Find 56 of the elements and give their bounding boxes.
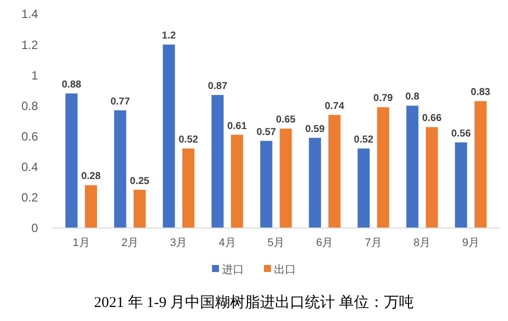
data-label: 0.66 [422,113,442,124]
data-label: 0.56 [451,128,472,140]
x-tick-label: 2月 [121,237,138,249]
y-tick-label: 0 [31,221,38,236]
y-tick-label: 0.8 [21,98,38,113]
bar [114,110,126,228]
x-tick-label: 8月 [414,237,431,249]
bar [426,127,438,228]
data-label: 0.59 [305,124,326,135]
x-tick-label: 4月 [218,237,236,249]
data-label: 0.52 [178,134,199,146]
y-tick-label: 0.6 [21,129,38,144]
x-tick-label: 6月 [316,237,334,249]
data-label: 0.83 [470,87,491,98]
data-label: 0.79 [373,93,394,104]
bar [231,134,244,228]
bar [134,190,146,228]
data-label: 1.2 [162,30,176,42]
data-label: 0.25 [130,176,150,187]
bar [455,142,468,228]
data-label: 0.65 [276,114,296,126]
data-label: 0.87 [208,81,228,92]
x-tick-label: 7月 [364,237,382,249]
bar [212,95,224,228]
data-label: 0.52 [354,134,374,146]
x-tick-label: 3月 [170,237,188,249]
y-tick-label: 0.4 [21,160,38,174]
bar [308,138,321,228]
bar [377,107,390,228]
x-tick-label: 1月 [72,237,90,249]
data-label: 0.8 [405,92,420,103]
legend-label: 进口 [222,262,244,276]
x-tick-label: 9月 [462,237,480,249]
data-label: 0.61 [227,120,248,132]
bar [406,106,418,228]
y-tick-label: 1.4 [21,7,38,22]
bar [280,128,292,228]
data-label: 0.74 [324,100,345,112]
bar [65,93,78,228]
data-label: 0.28 [81,171,102,182]
data-label: 0.88 [62,79,82,90]
bar [260,140,272,228]
bar [328,114,340,228]
bar [162,44,175,228]
text: 2021 年 1-9 月中国糊树脂进出口统计 单位：万吨 [94,294,414,311]
legend-label: 出口 [274,262,296,276]
bar [84,185,97,228]
bar [182,148,194,228]
bar [358,148,370,228]
x-tick-label: 5月 [267,237,285,249]
y-tick-label: 1 [31,68,38,82]
bar [474,101,487,228]
y-tick-label: 1.2 [21,38,38,52]
data-label: 0.57 [256,126,276,138]
y-tick-label: 0.2 [21,190,38,205]
data-label: 0.77 [110,96,130,108]
